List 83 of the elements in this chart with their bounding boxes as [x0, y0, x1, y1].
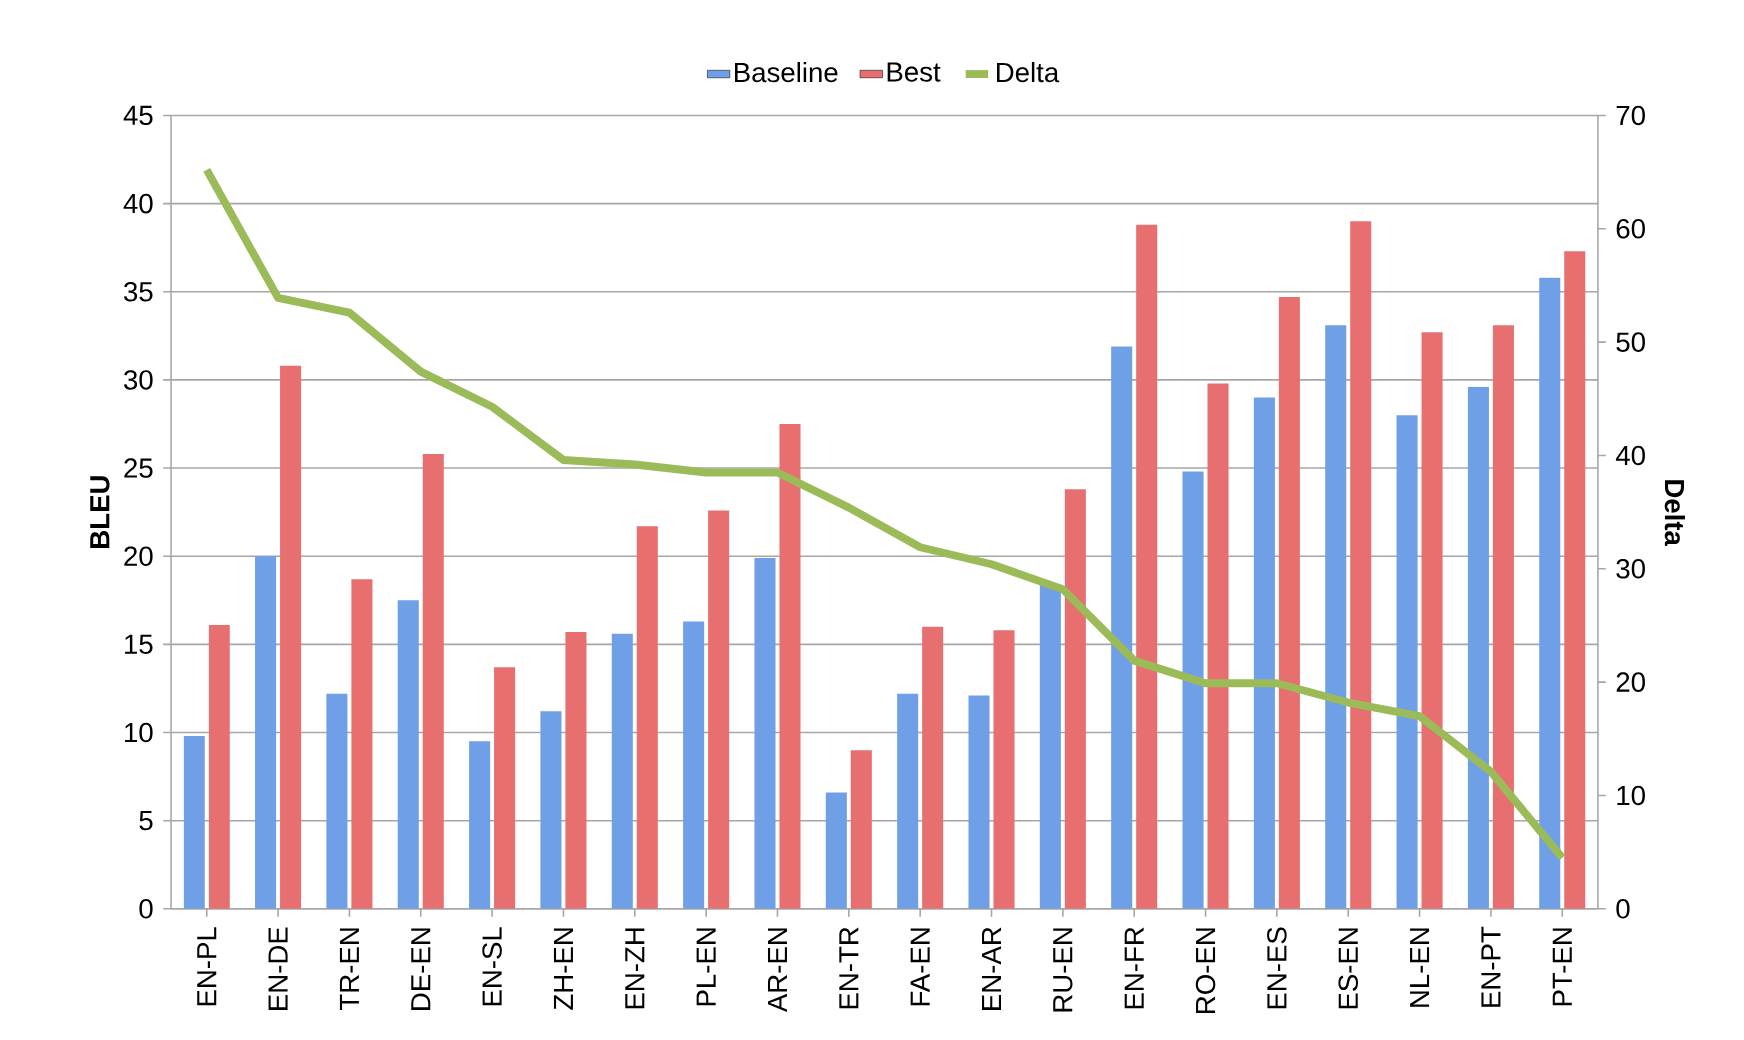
- y-tick-label: 35: [124, 281, 153, 302]
- bar: [565, 632, 587, 909]
- x-tick-label: ES-EN: [1338, 928, 1359, 1009]
- y2-axis-title: Delta: [1664, 480, 1685, 547]
- bar: [708, 510, 730, 909]
- x-tick-label: RO-EN: [1195, 928, 1216, 1013]
- y-tick-label: 45: [123, 105, 153, 126]
- y2-tick-label: 40: [1615, 445, 1645, 466]
- y2-tick-label: 70: [1616, 105, 1645, 126]
- bar: [636, 526, 658, 909]
- x-tick-label: PL-EN: [696, 928, 716, 1006]
- x-tick-label: EN-DE: [268, 927, 288, 1010]
- bar: [850, 750, 872, 909]
- y2-tick-label: 20: [1616, 672, 1645, 692]
- bar: [1278, 297, 1300, 909]
- bar: [1136, 224, 1158, 909]
- bar: [922, 626, 944, 909]
- bar: [1539, 277, 1561, 909]
- bar: [968, 695, 990, 909]
- bar: [280, 365, 302, 909]
- bar: [1492, 325, 1514, 909]
- bar: [1564, 251, 1586, 909]
- x-tick-label: PT-EN: [1552, 928, 1572, 1006]
- x-tick-label: EN-SL: [482, 927, 502, 1006]
- x-tick-label: FA-EN: [910, 928, 930, 1006]
- legend-label: Best: [887, 62, 941, 82]
- x-tick-label: EN-FR: [1124, 927, 1144, 1009]
- bar: [255, 556, 277, 909]
- bar: [208, 624, 230, 909]
- y2-tick-label: 30: [1616, 559, 1645, 579]
- x-tick-label: EN-ZH: [625, 928, 645, 1009]
- bar: [779, 423, 801, 909]
- x-tick-label: TR-EN: [339, 928, 359, 1010]
- bar: [825, 792, 847, 909]
- bar: [1253, 397, 1275, 909]
- x-tick-label: ZH-EN: [553, 928, 573, 1010]
- bar: [351, 579, 373, 909]
- x-tick-label: EN-PT: [1481, 926, 1501, 1007]
- bar: [897, 693, 919, 909]
- x-tick-label: NL-EN: [1410, 928, 1430, 1007]
- bar: [1111, 346, 1133, 909]
- bar: [469, 741, 491, 909]
- x-tick-label: EN-PL: [197, 927, 217, 1006]
- y-tick-label: 0: [139, 899, 153, 919]
- legend-label: Baseline: [735, 61, 838, 83]
- bar: [754, 557, 776, 909]
- x-tick-label: EN-ES: [1267, 927, 1287, 1009]
- y2-tick-label: 0: [1616, 899, 1630, 919]
- y-tick-label: 15: [125, 634, 153, 654]
- x-tick-label: RU-EN: [1053, 928, 1073, 1012]
- x-tick-label: EN-TR: [839, 927, 859, 1009]
- bar: [1207, 383, 1229, 909]
- x-tick-label: DE-EN: [411, 928, 431, 1010]
- legend-label: Delta: [997, 61, 1060, 83]
- y2-tick-label: 60: [1616, 218, 1645, 239]
- bar: [683, 621, 705, 909]
- y2-tick-label: 10: [1617, 785, 1645, 806]
- bar: [494, 667, 516, 909]
- bar: [1039, 584, 1061, 909]
- x-tick-label: EN-AR: [982, 927, 1002, 1010]
- bar: [1467, 386, 1489, 909]
- y2-tick-label: 50: [1616, 332, 1645, 352]
- bar: [326, 693, 348, 909]
- bar: [1396, 415, 1418, 909]
- y-tick-label: 40: [123, 193, 153, 214]
- bar: [397, 600, 419, 909]
- bar: [422, 453, 444, 909]
- bar: [1421, 332, 1443, 909]
- y-tick-label: 10: [125, 722, 153, 743]
- y-tick-label: 25: [124, 458, 153, 478]
- bar: [611, 633, 633, 909]
- y-tick-label: 30: [124, 370, 153, 390]
- y-tick-label: 20: [124, 546, 153, 566]
- bar: [1064, 489, 1086, 909]
- y-tick-label: 5: [139, 811, 153, 831]
- x-tick-label: AR-EN: [767, 928, 787, 1013]
- bar: [183, 736, 205, 909]
- bar: [1182, 471, 1204, 909]
- bar: [993, 630, 1015, 909]
- bar: [1350, 221, 1372, 909]
- bar: [540, 711, 562, 909]
- bar: [1325, 325, 1347, 909]
- y-axis-title: BLEU: [90, 476, 110, 548]
